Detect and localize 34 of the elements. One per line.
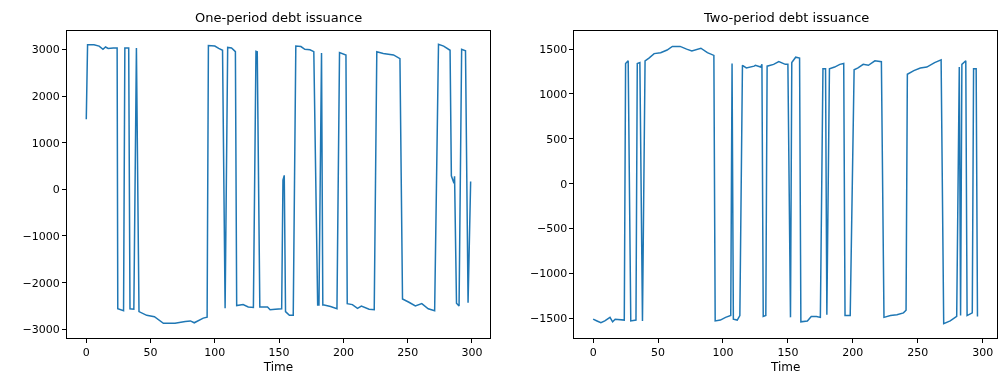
x-tick-label: 100 xyxy=(712,346,734,360)
x-axis-title: Time xyxy=(770,360,801,375)
x-tick-label: 150 xyxy=(777,346,799,360)
y-tick-label: 1000 xyxy=(31,136,60,150)
x-tick-label: 0 xyxy=(589,346,597,360)
chart-title: Two-period debt issuance xyxy=(703,10,870,25)
line-series xyxy=(85,43,472,324)
y-tick-label: −3000 xyxy=(22,323,60,337)
y-tick-label: 2000 xyxy=(31,89,60,103)
y-tick-label: −1000 xyxy=(22,229,60,243)
y-tick-label: 0 xyxy=(52,183,60,197)
x-tick-label: 150 xyxy=(268,346,290,360)
x-tick-label: 100 xyxy=(204,346,226,360)
x-tick-label: 250 xyxy=(907,346,929,360)
y-tick-label: −2000 xyxy=(22,276,60,290)
x-tick-label: 50 xyxy=(651,346,666,360)
x-tick-label: 50 xyxy=(143,346,158,360)
line-series xyxy=(592,45,979,325)
x-tick-label: 250 xyxy=(397,346,419,360)
y-tick-label: −1500 xyxy=(530,312,568,326)
y-tick-label: 1000 xyxy=(539,87,568,101)
y-tick-label: −500 xyxy=(537,222,568,236)
x-tick-label: 200 xyxy=(332,346,354,360)
y-tick-label: 3000 xyxy=(31,43,60,57)
x-tick-label: 0 xyxy=(82,346,90,360)
y-tick-label: 0 xyxy=(560,177,568,191)
chart-title: One-period debt issuance xyxy=(195,10,363,25)
x-tick-label: 300 xyxy=(972,346,994,360)
y-tick-label: 500 xyxy=(546,132,568,146)
y-tick-label: −1000 xyxy=(530,267,568,281)
x-tick-label: 300 xyxy=(461,346,483,360)
x-tick-label: 200 xyxy=(842,346,864,360)
x-axis-title: Time xyxy=(262,360,294,375)
y-tick-label: 1500 xyxy=(539,42,568,56)
